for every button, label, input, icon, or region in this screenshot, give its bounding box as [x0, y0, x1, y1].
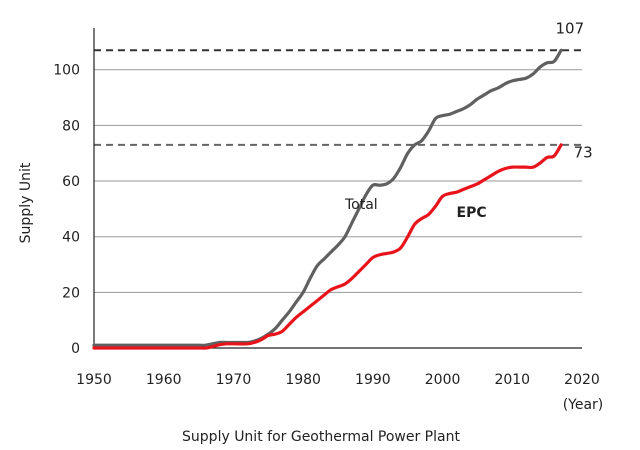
- tick-labels: 0 20 40 60 80 100 1950 1960 1970 1980 1990 2000 2010…: [53, 63, 600, 388]
- annotations: Total EPC 107 73: [344, 20, 593, 222]
- x-tick-label-1950: 1950: [76, 372, 112, 388]
- end-value-label-73: 73: [574, 143, 593, 161]
- y-tick-label-0: 0: [71, 341, 80, 357]
- grid-layer: [94, 69, 582, 293]
- x-tick-label-1990: 1990: [355, 372, 391, 388]
- x-axis-unit: (Year): [563, 397, 604, 413]
- x-tick-label-1960: 1960: [146, 372, 182, 388]
- x-tick-label-2020: 2020: [564, 372, 600, 388]
- y-tick-label-80: 80: [62, 118, 80, 134]
- y-tick-label-100: 100: [53, 63, 80, 79]
- x-tick-label-2000: 2000: [425, 372, 461, 388]
- x-tick-label-1980: 1980: [285, 372, 321, 388]
- series-line-epc: [92, 143, 563, 350]
- reference-lines: [94, 49, 582, 146]
- series-lines: [92, 48, 563, 350]
- axes: [93, 28, 582, 349]
- series-label-total: Total: [344, 197, 378, 213]
- chart-caption: Supply Unit for Geothermal Power Plant: [182, 429, 460, 445]
- y-tick-label-20: 20: [62, 285, 80, 301]
- y-tick-label-40: 40: [62, 230, 80, 246]
- x-tick-label-1970: 1970: [216, 372, 252, 388]
- y-axis-title: Supply Unit: [18, 162, 34, 243]
- y-tick-label-60: 60: [62, 174, 80, 190]
- series-line-total: [92, 48, 563, 347]
- x-tick-label-2010: 2010: [494, 372, 530, 388]
- end-value-label-107: 107: [556, 20, 585, 38]
- series-label-epc: EPC: [457, 205, 487, 221]
